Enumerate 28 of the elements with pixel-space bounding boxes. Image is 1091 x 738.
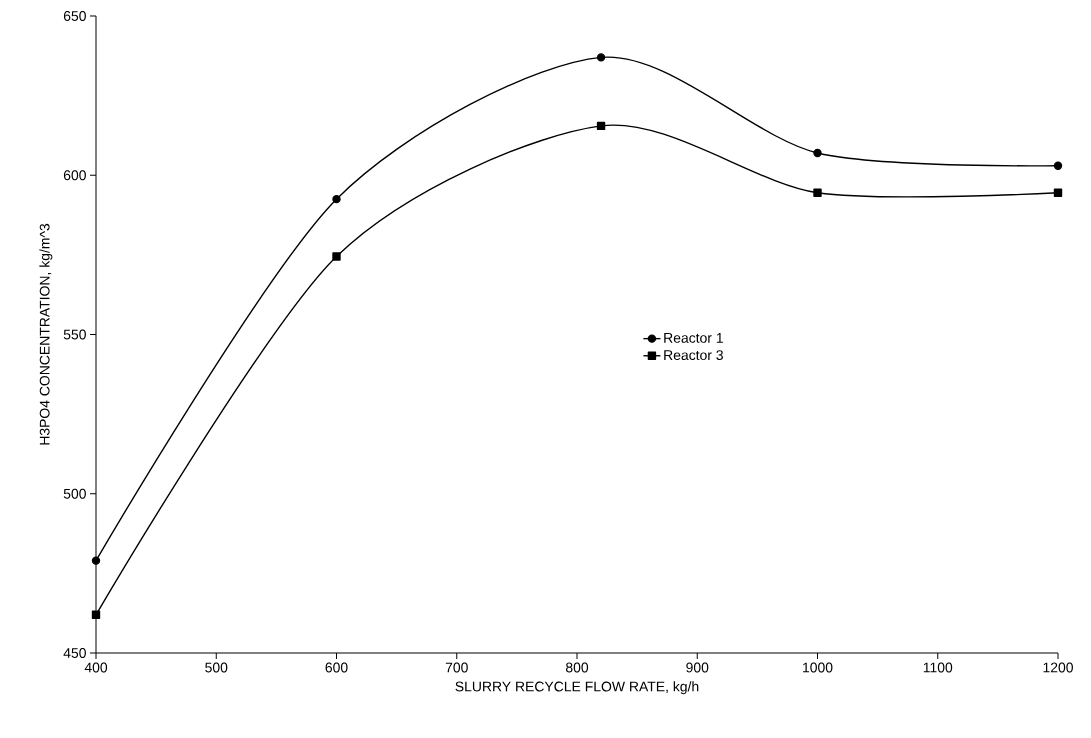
legend-label: Reactor 1: [664, 333, 723, 343]
y-tick-label: 600: [63, 170, 86, 181]
x-tick-label: 1000: [803, 662, 833, 673]
x-tick-label: 500: [205, 662, 228, 673]
x-tick-label: 400: [84, 662, 108, 673]
y-tick-label: 650: [63, 11, 86, 21]
point: [813, 188, 822, 197]
point: [332, 252, 341, 261]
point: [813, 148, 822, 158]
point: [332, 194, 341, 204]
point: [91, 610, 101, 619]
x-tick-label: 1200: [1043, 662, 1073, 673]
x-axis-title: SLURRY RECYCLE FLOW RATE, kg/h: [455, 681, 699, 695]
point: [596, 121, 606, 131]
y-tick-label: 550: [63, 329, 86, 340]
legend-label: Reactor 3: [664, 350, 723, 361]
x-tick-label: 900: [686, 662, 709, 673]
point: [91, 556, 101, 565]
y-axis-title: H3PO4 CONCENTRATION, kg/m^3: [39, 223, 53, 445]
y-tick-label: 450: [63, 648, 86, 658]
point: [1053, 188, 1063, 197]
x-tick-label: 700: [445, 662, 468, 673]
x-tick-label: 600: [325, 662, 348, 673]
point: [596, 53, 606, 62]
point: [1053, 161, 1063, 170]
x-tick-label: 1100: [923, 662, 953, 673]
y-tick-label: 500: [63, 488, 86, 499]
x-tick-label: 800: [565, 662, 589, 673]
